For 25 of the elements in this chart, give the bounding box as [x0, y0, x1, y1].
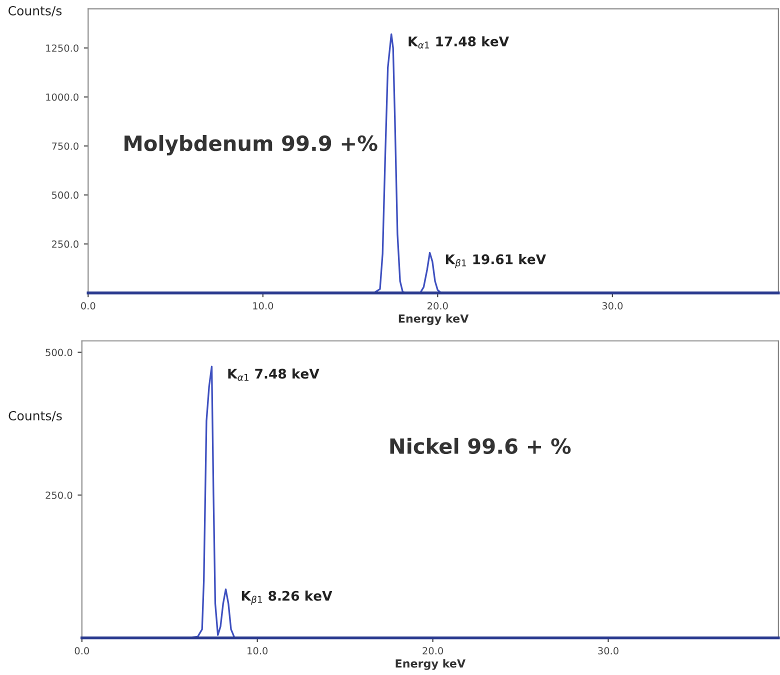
x-tick-label: 30.0: [598, 647, 618, 654]
x-tick-label: 20.0: [422, 647, 443, 654]
x-tick-label: 20.0: [428, 302, 448, 310]
y-tick-label: 500.0: [46, 348, 72, 356]
x-tick-label: 30.0: [602, 302, 623, 310]
x-tick-label: 10.0: [253, 302, 274, 310]
y-tick-label: 1250.0: [46, 44, 78, 52]
y-tick-label: 500.0: [52, 191, 78, 199]
y-tick-label: 250.0: [46, 492, 72, 499]
x-tick-label: 10.0: [248, 647, 268, 654]
x-axis-title: Energy keV: [398, 314, 469, 326]
annotation: K$_{α1}$ 7.48 keV: [228, 368, 320, 381]
x-tick-label: 0.0: [74, 647, 89, 654]
annotation: K$_{β1}$ 19.61 keV: [446, 254, 546, 268]
y-tick-label: 1000.0: [46, 93, 78, 101]
annotation: K$_{α1}$ 17.48 keV: [408, 36, 509, 48]
x-axis-title: Energy keV: [396, 659, 466, 670]
y-axis-title: Counts/s: [8, 410, 62, 422]
x-tick-label: 0.0: [81, 302, 96, 310]
annotation: Nickel 99.6 + %: [390, 438, 571, 454]
annotation: Molybdenum 99.9 +%: [124, 135, 378, 156]
y-axis-title: Counts/s: [8, 6, 62, 16]
y-tick-label: 250.0: [52, 240, 78, 248]
annotation: K$_{β1}$ 8.26 keV: [242, 590, 332, 605]
y-tick-label: 750.0: [52, 142, 78, 150]
